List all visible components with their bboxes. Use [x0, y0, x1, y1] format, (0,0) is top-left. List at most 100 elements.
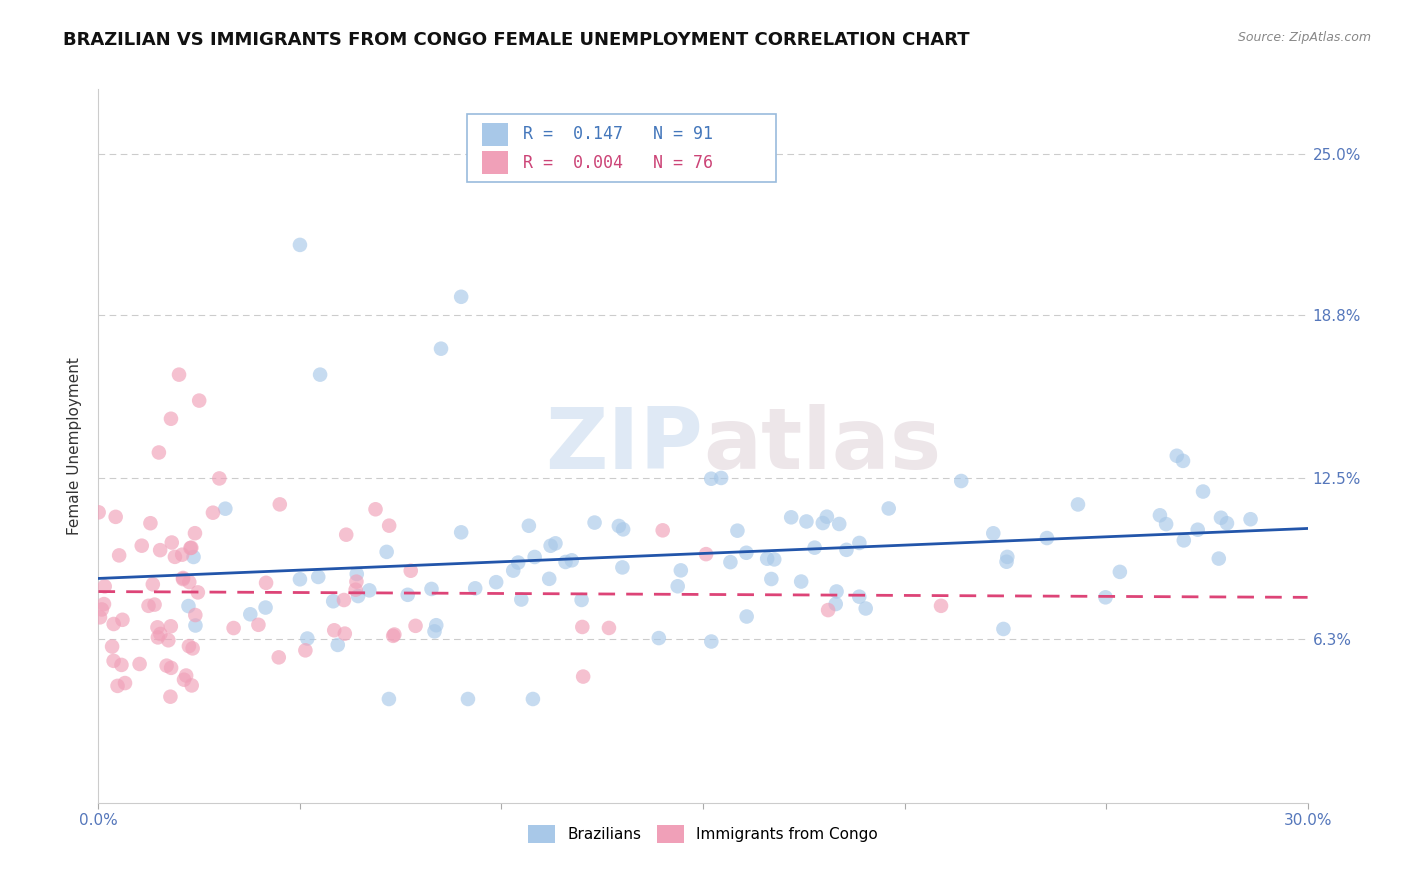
Point: [710, 471, 733, 485]
Point: [1094, 591, 1116, 605]
Point: [554, 555, 576, 569]
Point: [103, 617, 125, 632]
Point: [598, 621, 620, 635]
Point: [87, 505, 110, 519]
Text: BRAZILIAN VS IMMIGRANTS FROM CONGO FEMALE UNEMPLOYMENT CORRELATION CHART: BRAZILIAN VS IMMIGRANTS FROM CONGO FEMAL…: [63, 31, 970, 49]
Point: [761, 572, 783, 586]
Text: R =  0.004   N = 76: R = 0.004 N = 76: [523, 153, 713, 171]
Point: [156, 658, 179, 673]
Point: [1036, 531, 1059, 545]
Point: [187, 585, 209, 599]
Point: [756, 551, 779, 566]
Point: [993, 622, 1015, 636]
Point: [177, 599, 200, 613]
Point: [359, 583, 381, 598]
Point: [89, 610, 111, 624]
Point: [457, 692, 479, 706]
Point: [294, 643, 316, 657]
Point: [110, 657, 132, 672]
Point: [796, 515, 818, 529]
Point: [111, 613, 134, 627]
Point: [269, 497, 291, 511]
Point: [508, 556, 530, 570]
Point: [544, 536, 567, 550]
Point: [167, 368, 190, 382]
Point: [981, 526, 1004, 541]
Point: [1171, 454, 1194, 468]
Point: [1192, 484, 1215, 499]
Point: [160, 535, 183, 549]
Point: [540, 539, 562, 553]
Point: [307, 570, 329, 584]
Point: [174, 668, 197, 682]
Point: [648, 631, 671, 645]
Point: [172, 572, 194, 586]
Point: [322, 594, 344, 608]
Point: [114, 676, 136, 690]
Point: [378, 518, 401, 533]
Point: [835, 542, 858, 557]
Point: [485, 575, 508, 590]
Point: [378, 692, 401, 706]
Point: [929, 599, 952, 613]
Point: [288, 238, 311, 252]
Point: [333, 593, 356, 607]
Point: [177, 639, 200, 653]
Point: [815, 509, 838, 524]
Point: [375, 545, 398, 559]
Point: [181, 641, 204, 656]
Point: [538, 572, 561, 586]
Point: [201, 506, 224, 520]
Point: [172, 571, 194, 585]
Point: [183, 549, 205, 564]
Point: [517, 518, 540, 533]
Point: [159, 690, 181, 704]
Point: [247, 617, 270, 632]
Point: [1187, 523, 1209, 537]
Point: [423, 624, 446, 639]
Point: [1216, 516, 1239, 531]
Point: [763, 552, 786, 566]
Point: [1067, 498, 1090, 512]
Point: [877, 501, 900, 516]
Point: [1239, 512, 1261, 526]
Point: [163, 549, 186, 564]
Point: [103, 654, 125, 668]
Point: [104, 509, 127, 524]
Point: [297, 632, 319, 646]
Point: [101, 640, 124, 654]
Point: [502, 564, 524, 578]
Point: [347, 589, 370, 603]
Point: [607, 519, 630, 533]
Point: [700, 472, 723, 486]
Point: [817, 603, 839, 617]
Point: [700, 634, 723, 648]
Point: [825, 584, 848, 599]
Point: [128, 657, 150, 671]
Point: [790, 574, 813, 589]
Point: [571, 620, 593, 634]
FancyBboxPatch shape: [467, 114, 776, 182]
Point: [735, 609, 758, 624]
Point: [346, 574, 368, 589]
Point: [612, 522, 634, 536]
Point: [430, 342, 453, 356]
Point: [179, 541, 201, 555]
Point: [811, 516, 834, 530]
Text: atlas: atlas: [703, 404, 941, 488]
Point: [718, 555, 741, 569]
Point: [131, 539, 153, 553]
Text: Source: ZipAtlas.com: Source: ZipAtlas.com: [1237, 31, 1371, 45]
Point: [180, 678, 202, 692]
Point: [157, 633, 180, 648]
Point: [450, 290, 472, 304]
Legend: Brazilians, Immigrants from Congo: Brazilians, Immigrants from Congo: [522, 819, 884, 848]
Point: [149, 627, 172, 641]
Point: [1108, 565, 1130, 579]
Point: [420, 582, 443, 596]
Point: [139, 516, 162, 531]
Point: [425, 618, 447, 632]
Point: [222, 621, 245, 635]
Point: [160, 661, 183, 675]
Point: [1208, 551, 1230, 566]
